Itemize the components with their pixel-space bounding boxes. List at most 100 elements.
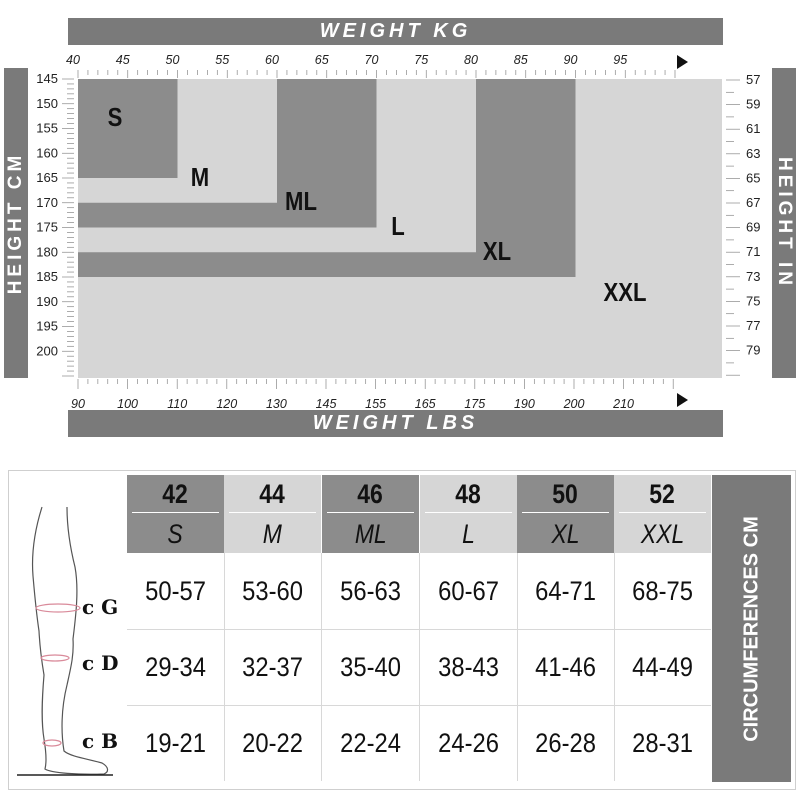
in-tick-label: 61 [746,121,760,136]
lbs-tick-label: 190 [514,397,535,411]
circumference-value: 20-22 [242,727,303,758]
circumference-cell: 64-71 [517,553,615,630]
kg-tick-label: 70 [365,53,379,67]
kg-tick-label: 85 [514,53,528,67]
leg-outline [31,506,109,775]
leg-illustration [17,506,113,776]
calf-circumference-mark [40,654,70,662]
size-header-s: 42 S [127,475,225,553]
weight-lbs-axis-title-bar: WEIGHT LBS [68,410,723,437]
circumference-cell: 32-37 [224,629,322,706]
in-tick-label: 75 [746,293,760,308]
size-label-l: L [391,212,404,241]
circumference-value: 22-24 [340,727,401,758]
size-header-l: 48 L [420,475,518,553]
kg-tick-label: 45 [116,53,130,67]
lbs-tick-label: 175 [464,397,485,411]
circumference-cell: 29-34 [127,629,225,706]
weight-kg-axis-title-bar: WEIGHT KG [68,18,723,45]
circumference-value: 29-34 [145,651,206,682]
size-code: ML [354,518,387,549]
lbs-tick-label: 210 [612,397,634,411]
circumference-cell: 26-28 [517,705,615,781]
circumference-value: 24-26 [438,727,499,758]
cm-tick-label: 160 [36,145,58,160]
lbs-tick-label: 145 [316,397,337,411]
circumference-value: 56-63 [340,575,401,606]
circumference-value: 28-31 [632,727,693,758]
in-tick-label: 63 [746,146,760,161]
header-divider [521,511,610,513]
size-header-ml: 46 ML [322,475,420,553]
size-label-ml: ML [285,187,317,216]
circumference-cell: 20-22 [224,705,322,781]
kg-tick-label: 60 [265,53,279,67]
kg-axis-arrow [677,55,688,69]
size-code: XL [551,518,580,549]
header-divider [228,511,317,513]
lbs-tick-label: 155 [365,397,386,411]
size-number: 48 [455,478,482,509]
lbs-tick-label: 165 [415,397,436,411]
cm-tick-label: 200 [36,343,58,358]
circumference-value: 26-28 [535,727,596,758]
circumference-value: 53-60 [242,575,303,606]
circumference-cell: 60-67 [420,553,518,630]
kg-tick-label: 75 [414,53,428,67]
kg-tick-label: 55 [215,53,229,67]
size-label-m: M [191,163,209,192]
cm-tick-label: 165 [36,170,58,185]
size-chart-svg: 40 45 50 55 60 65 70 75 80 85 90 95 90 100 110 120 130 14… [36,53,761,411]
thigh-circumference-mark [35,603,81,613]
lbs-tick-label: 200 [563,397,585,411]
header-divider [618,511,707,513]
kg-tick-label: 50 [166,53,180,67]
circumference-cell: 38-43 [420,629,518,706]
header-divider [131,511,220,513]
weight-lbs-axis-title: WEIGHT LBS [312,412,479,434]
height-in-axis-title-bar: HEIGHT IN [772,68,796,378]
cm-tick-label: 175 [36,220,58,235]
cm-tick-label: 150 [36,96,58,111]
in-tick-label: 59 [746,97,760,112]
circumference-value: 32-37 [242,651,303,682]
size-code: M [262,518,283,549]
circumference-cell: 22-24 [322,705,420,781]
in-tick-label: 79 [746,343,760,358]
weight-kg-axis-title: WEIGHT KG [319,20,472,42]
size-number: 52 [649,478,676,509]
size-code: S [167,518,184,549]
size-number: 44 [259,478,286,509]
circumference-cell: 19-21 [127,705,225,781]
ankle-circumference-mark [42,739,62,747]
circumference-value: 35-40 [340,651,401,682]
circumferences-label: CIRCUMFERENCES CM [740,515,762,742]
circumference-cell: 56-63 [322,553,420,630]
height-cm-axis-title-bar: HEIGHT CM [4,68,28,378]
size-label-xxl: XXL [604,278,647,307]
circumference-cell: 35-40 [322,629,420,706]
lbs-tick-label: 90 [71,397,85,411]
lbs-tick-label: 110 [167,397,187,411]
circumference-cell: 50-57 [127,553,225,630]
header-divider [326,511,415,513]
row-label-cg: c G [82,595,119,619]
circumference-cell: 24-26 [420,705,518,781]
cm-tick-label: 155 [36,121,58,136]
circumference-value: 19-21 [145,727,206,758]
size-region-s [78,79,178,178]
row-label-cd: c D [82,651,119,675]
in-tick-label: 67 [746,195,760,210]
in-tick-label: 65 [746,170,760,185]
size-header-m: 44 M [224,475,322,553]
size-header-xxl: 52 XXL [614,475,712,553]
kg-tick-label: 65 [315,53,329,67]
kg-tick-label: 40 [66,53,80,67]
circumference-value: 64-71 [535,575,596,606]
circumference-value: 44-49 [632,651,693,682]
size-number: 50 [552,478,579,509]
size-header-xl: 50 XL [517,475,615,553]
size-label-s: S [108,103,123,132]
kg-tick-label: 95 [613,53,627,67]
circumference-value: 50-57 [145,575,206,606]
